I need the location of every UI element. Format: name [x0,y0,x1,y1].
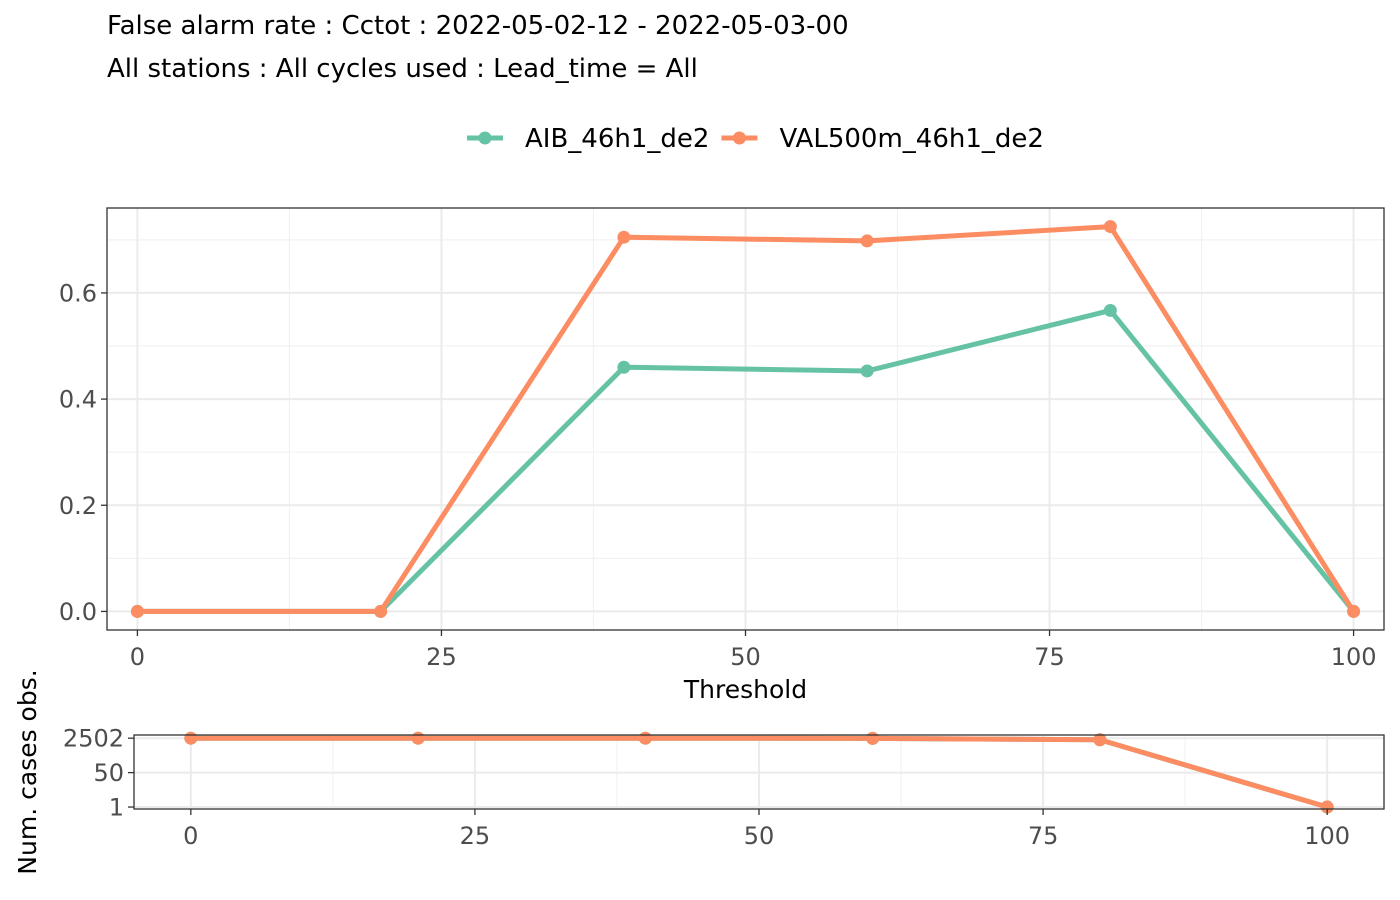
main-point [1347,604,1361,618]
legend-label-AIB_46h1_de2: AIB_46h1_de2 [525,124,709,154]
sub-point [1320,800,1334,814]
main-y-tick-label: 0.2 [59,492,97,520]
sub-x-tick-label: 100 [1304,822,1350,850]
sub-point [184,731,198,745]
chart-title: False alarm rate : Cctot : 2022-05-02-12… [107,11,849,41]
sub-y-tick-label: 1 [109,794,124,822]
main-point [617,360,631,374]
main-x-tick-label: 50 [730,643,761,671]
sub-panel: 0 25 50 75 100 1 50 2502 Num. cases obs. [13,669,1385,875]
sub-point [866,731,880,745]
sub-series-line-VAL500m_46h1_de2 [190,735,1328,810]
main-y-tick-label: 0.0 [59,598,97,626]
main-x-tick-label: 75 [1034,643,1065,671]
legend: AIB_46h1_de2 VAL500m_46h1_de2 [467,124,1044,154]
main-x-axis-label: Threshold [683,675,807,704]
legend-key-point-VAL500m_46h1_de2 [732,131,746,145]
sub-x-tick-label: 75 [1028,822,1059,850]
sub-point [638,731,652,745]
sub-y-tick-label: 2502 [63,725,124,753]
main-point [374,604,388,618]
main-point [860,364,874,378]
sub-x-tick-label: 0 [183,822,198,850]
main-point [1103,220,1117,234]
main-x-tick-label: 25 [426,643,457,671]
sub-point [411,731,425,745]
main-point [617,230,631,244]
sub-y-axis-label: Num. cases obs. [13,669,42,874]
sub-point [1093,733,1107,747]
main-point [860,234,874,248]
sub-x-tick-label: 50 [744,822,775,850]
legend-key-point-AIB_46h1_de2 [478,131,492,145]
main-y-tick-label: 0.4 [59,386,97,414]
main-panel: 0 25 50 75 100 0.0 0.2 0.4 0.6 Threshold [59,207,1385,704]
main-series-line-VAL500m_46h1_de2 [137,224,1356,614]
main-x-tick-label: 100 [1331,643,1377,671]
main-point [130,604,144,618]
sub-y-tick-label: 50 [93,759,124,787]
main-y-tick-label: 0.6 [59,279,97,307]
main-point [1103,303,1117,317]
sub-x-tick-label: 25 [460,822,491,850]
main-x-tick-label: 0 [130,643,145,671]
legend-label-VAL500m_46h1_de2: VAL500m_46h1_de2 [779,124,1044,154]
chart-subtitle: All stations : All cycles used : Lead_ti… [107,54,698,84]
